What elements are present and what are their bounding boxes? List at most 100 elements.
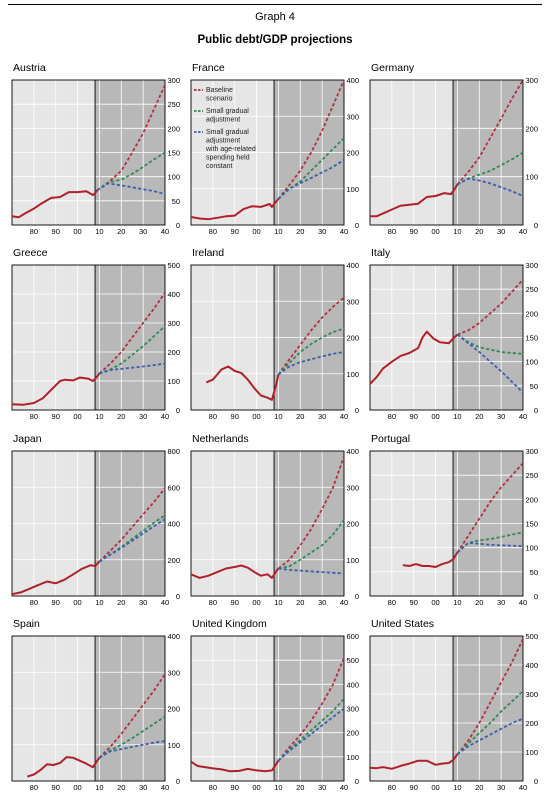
projection-series-line	[457, 278, 524, 336]
y-tick-label: 300	[525, 690, 538, 699]
x-tick-label: 40	[161, 412, 169, 421]
y-tick-label: 100	[525, 358, 538, 367]
y-tick-label: 100	[525, 748, 538, 757]
x-tick-label: 90	[410, 783, 418, 792]
projection-series-line	[277, 159, 345, 200]
projection-series-line	[98, 673, 166, 759]
x-tick-label: 80	[209, 412, 217, 421]
y-tick-label: 100	[167, 173, 180, 182]
x-tick-label: 00	[252, 598, 260, 607]
y-tick-label: 100	[346, 370, 359, 379]
x-tick-label: 20	[296, 412, 304, 421]
x-tick-label: 10	[453, 412, 461, 421]
panel-title: Ireland	[192, 247, 224, 259]
y-tick-label: 200	[346, 520, 359, 529]
projection-series-line	[277, 456, 345, 570]
y-tick-label: 0	[534, 406, 538, 415]
x-tick-label: 10	[95, 783, 103, 792]
x-tick-label: 30	[497, 598, 505, 607]
y-tick-label: 50	[530, 382, 538, 391]
x-tick-label: 00	[431, 783, 439, 792]
y-tick-label: 100	[167, 377, 180, 386]
x-tick-label: 90	[52, 227, 60, 236]
x-tick-label: 10	[453, 598, 461, 607]
y-tick-label: 200	[525, 719, 538, 728]
x-tick-label: 10	[95, 412, 103, 421]
y-tick-label: 100	[346, 753, 359, 762]
y-tick-label: 50	[530, 568, 538, 577]
history-series-line	[11, 372, 101, 406]
projection-area	[95, 265, 165, 410]
panel-title: Netherlands	[192, 433, 249, 445]
x-tick-label: 00	[73, 598, 81, 607]
x-tick-label: 80	[209, 783, 217, 792]
projection-series-line	[456, 177, 524, 197]
y-tick-label: 300	[346, 297, 359, 306]
y-tick-label: 0	[355, 592, 359, 601]
legend-label: Baseline scenario	[206, 87, 233, 103]
x-tick-label: 20	[475, 412, 483, 421]
x-tick-label: 10	[274, 598, 282, 607]
y-tick-label: 100	[525, 544, 538, 553]
x-tick-label: 40	[340, 227, 348, 236]
projection-series-line	[456, 79, 524, 185]
y-tick-label: 400	[167, 632, 180, 641]
y-tick-label: 200	[346, 729, 359, 738]
history-series-line	[26, 756, 101, 778]
x-tick-label: 00	[73, 783, 81, 792]
y-tick-label: 0	[176, 406, 180, 415]
panel-frame	[369, 635, 524, 782]
chart-panel: Germany 80 90 00 10 20 30 40 0 100 200 300	[369, 62, 538, 236]
y-tick-label: 600	[346, 632, 359, 641]
history-series-line	[369, 330, 459, 385]
x-tick-label: 20	[296, 783, 304, 792]
y-tick-label: 50	[172, 197, 180, 206]
history-series-line	[190, 564, 280, 579]
y-tick-label: 250	[525, 471, 538, 480]
history-area	[370, 636, 454, 781]
x-tick-label: 00	[431, 598, 439, 607]
panel-frame	[190, 79, 345, 226]
x-tick-label: 80	[388, 598, 396, 607]
x-tick-label: 10	[95, 227, 103, 236]
y-tick-label: 150	[167, 149, 180, 158]
x-tick-label: 20	[475, 783, 483, 792]
projection-series-line	[456, 333, 524, 394]
y-tick-label: 250	[167, 100, 180, 109]
x-tick-label: 30	[139, 227, 147, 236]
y-tick-label: 200	[525, 495, 538, 504]
y-tick-label: 200	[167, 556, 180, 565]
projection-series-line	[277, 351, 345, 376]
chart-panel: Portugal 80 90 00 10 20 30 40 0 50 100 150 200 250 300	[369, 433, 538, 607]
y-tick-label: 300	[346, 112, 359, 121]
projection-series-line	[98, 740, 166, 759]
panel-title: Spain	[13, 618, 40, 630]
y-tick-label: 0	[176, 221, 180, 230]
y-tick-label: 300	[346, 483, 359, 492]
x-tick-label: 80	[30, 783, 38, 792]
y-tick-label: 150	[525, 334, 538, 343]
history-area	[370, 80, 454, 225]
x-tick-label: 00	[431, 412, 439, 421]
x-tick-label: 80	[30, 598, 38, 607]
y-tick-label: 0	[355, 777, 359, 786]
projection-series-line	[277, 296, 345, 376]
projection-series-line	[96, 182, 166, 195]
y-tick-label: 300	[167, 76, 180, 85]
x-tick-label: 40	[519, 227, 527, 236]
y-tick-label: 0	[355, 221, 359, 230]
panel-frame	[190, 450, 345, 597]
x-tick-label: 20	[117, 598, 125, 607]
graph-label: Graph 4	[255, 11, 295, 23]
x-tick-label: 10	[274, 412, 282, 421]
y-tick-label: 500	[167, 261, 180, 270]
history-series-line	[205, 365, 280, 401]
x-tick-label: 20	[475, 227, 483, 236]
x-tick-label: 40	[161, 598, 169, 607]
legend-label: Small gradual adjustment with age-related s…	[205, 129, 256, 170]
x-tick-label: 80	[30, 227, 38, 236]
